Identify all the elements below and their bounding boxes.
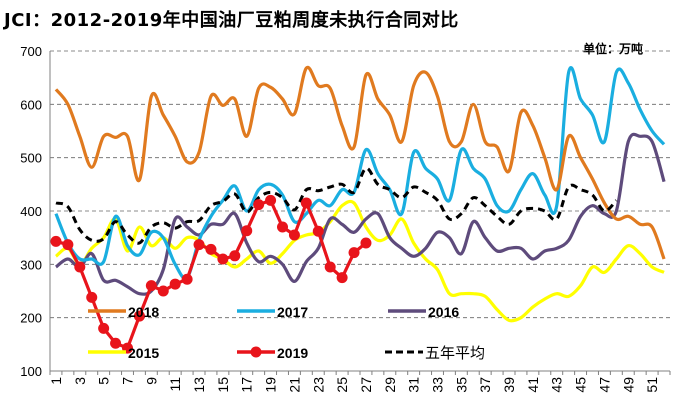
x-tick-label: 1	[48, 377, 64, 385]
legend-item-2015: 2015	[88, 345, 159, 361]
data-point	[74, 261, 86, 273]
x-tick-label: 17	[239, 377, 255, 393]
data-point	[62, 239, 74, 251]
y-tick-label: 400	[20, 204, 42, 219]
series-2015	[54, 199, 665, 323]
data-point	[193, 239, 205, 251]
legend-item-2016: 2016	[388, 304, 459, 320]
x-tick-label: 49	[620, 377, 636, 393]
series-line	[54, 66, 666, 281]
x-tick-label: 33	[430, 377, 446, 393]
y-tick-label: 600	[20, 97, 42, 112]
data-point	[217, 253, 229, 265]
data-point	[241, 225, 253, 237]
data-point	[324, 261, 336, 273]
y-tick-label: 300	[20, 257, 42, 272]
data-point	[110, 337, 122, 349]
data-point	[86, 291, 98, 303]
y-tick-label: 700	[20, 44, 42, 59]
data-point	[312, 225, 324, 237]
x-tick-label: 27	[358, 377, 374, 393]
legend-marker	[250, 346, 262, 358]
x-tick-label: 37	[477, 377, 493, 393]
series-2018	[54, 65, 666, 260]
data-point	[50, 235, 62, 247]
legend-label: 2016	[428, 304, 459, 320]
x-tick-label: 3	[72, 377, 88, 385]
y-tick-label: 500	[20, 151, 42, 166]
legend-item-2018: 2018	[88, 304, 159, 320]
series-2019	[50, 194, 372, 354]
x-tick-label: 31	[406, 377, 422, 393]
legend-label: 2019	[277, 345, 308, 361]
data-point	[253, 199, 265, 211]
x-tick-label: 35	[453, 377, 469, 393]
data-point	[98, 322, 110, 334]
chart-title: JCI：2012-2019年中国油厂豆粕周度未执行合同对比	[4, 10, 459, 31]
x-tick-label: 11	[167, 377, 183, 392]
x-tick-label: 45	[573, 377, 589, 393]
series-line	[54, 65, 666, 260]
legend-label: 2015	[128, 345, 159, 361]
data-point	[145, 280, 157, 292]
legend-item-2019: 2019	[237, 345, 308, 361]
unit-label: 单位：万吨	[583, 42, 644, 56]
data-point	[205, 243, 217, 255]
data-point	[181, 273, 193, 285]
legend-label: 五年平均	[425, 345, 485, 362]
data-point	[169, 278, 181, 290]
x-tick-label: 19	[263, 377, 279, 393]
x-tick-label: 7	[120, 377, 136, 385]
legend-label: 2017	[277, 304, 308, 320]
data-point	[229, 250, 241, 262]
x-tick-label: 15	[215, 377, 231, 393]
x-tick-label: 23	[310, 377, 326, 393]
series-2017	[54, 66, 666, 281]
legend-label: 2018	[128, 304, 159, 320]
x-tick-label: 41	[525, 377, 541, 393]
x-tick-label: 51	[644, 377, 660, 393]
y-tick-label: 200	[20, 311, 42, 326]
series-2016	[54, 132, 666, 296]
series-line	[54, 132, 666, 296]
data-point	[157, 285, 169, 297]
x-tick-label: 9	[143, 377, 159, 385]
x-tick-label: 21	[286, 377, 302, 393]
data-point	[348, 247, 360, 259]
series-line	[54, 199, 665, 323]
data-point	[360, 237, 372, 249]
data-point	[277, 221, 288, 233]
x-tick-label: 5	[96, 377, 112, 385]
data-point	[300, 197, 312, 209]
x-tick-label: 43	[549, 377, 565, 393]
x-tick-label: 25	[334, 377, 350, 393]
x-tick-label: 13	[191, 377, 207, 393]
x-tick-label: 39	[501, 377, 517, 393]
x-tick-label: 29	[382, 377, 398, 393]
legend-item-五年平均: 五年平均	[385, 345, 485, 362]
y-tick-label: 100	[20, 364, 42, 379]
series-五年平均	[55, 166, 618, 245]
data-point	[265, 194, 277, 206]
x-tick-label: 47	[596, 377, 612, 393]
data-point	[288, 229, 300, 241]
data-point	[336, 272, 348, 284]
series-line	[55, 166, 618, 245]
data-point	[133, 310, 145, 322]
legend-item-2017: 2017	[237, 304, 308, 320]
